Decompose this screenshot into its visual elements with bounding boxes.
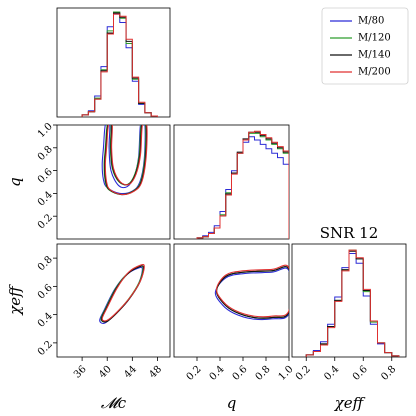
x-tick-label-mc: 44 [122, 364, 139, 381]
legend-box [321, 7, 409, 85]
x-tick-label-chi: 0.6 [351, 364, 370, 383]
legend-label-1: M/120 [358, 33, 391, 44]
series-group-mc-hist [81, 13, 158, 117]
hist-mc-m-140 [81, 12, 158, 117]
contour-mc-chi-m-80 [99, 266, 143, 324]
hist-mc-m-120 [81, 11, 158, 117]
series-group-mc-hist [81, 11, 158, 117]
y-axis-label-chi: χeff [6, 284, 24, 316]
contour-mc-chi-m-200 [101, 263, 145, 322]
hist-mc-m-200 [81, 13, 158, 117]
x-tick-label-mc: 36 [72, 364, 89, 381]
series-group-chi-hist [305, 249, 400, 357]
y-tick-label-q: 0.4 [36, 190, 55, 209]
x-tick-label-q: 0.4 [208, 364, 227, 383]
legend: M/80 M/120 M/140 M/200 [321, 7, 409, 85]
contour-q-chi-m-80 [214, 267, 289, 321]
x-tick-label-q: 0.8 [254, 364, 273, 383]
series-group-q-chi [215, 264, 289, 318]
series-group-chi-hist [305, 252, 400, 357]
x-tick-label-chi: 0.2 [294, 364, 313, 383]
x-tick-label-q: 0.2 [185, 364, 204, 383]
series-group-chi-hist [305, 250, 400, 357]
x-tick-label-mc: 40 [97, 364, 114, 381]
hist-mc-m-80 [81, 13, 158, 117]
contour-mc-q-m-80 [101, 125, 146, 195]
panel-frame-chi-q [173, 243, 290, 358]
y-tick-label-q: 1.0 [36, 121, 55, 140]
text-layer: 0.20.40.60.81.036 40 44 480.20.40.60.80.2 0.… [6, 121, 398, 412]
y-tick-label-q: 0.2 [36, 212, 55, 231]
contour-mc-q-m-200 [104, 125, 148, 196]
series-group-mc-q [104, 125, 148, 196]
hist-chi-m-120 [305, 249, 400, 357]
hist-chi-m-200 [305, 249, 400, 357]
x-axis-label-chi: χeff [334, 394, 366, 412]
panel-frame-q-mc [56, 124, 171, 240]
series-group-mc-chi [101, 263, 145, 322]
y-axis-label-q: q [6, 177, 24, 187]
series-group-mc-hist [81, 12, 158, 117]
series-group-q-hist [196, 130, 289, 239]
series-group-mc-chi [100, 265, 144, 323]
y-tick-label-chi: 0.6 [36, 282, 55, 301]
contour-mc-chi-m-120 [100, 265, 144, 323]
legend-label-3: M/200 [358, 67, 391, 78]
x-tick-label-mc: 48 [147, 364, 164, 381]
x-tick-label-chi: 0.8 [379, 364, 398, 383]
series-group-q-chi [215, 266, 289, 319]
series-group-mc-hist [81, 13, 158, 117]
hist-chi-m-80 [305, 252, 400, 357]
series-group-mc-q [101, 125, 146, 195]
y-tick-label-q: 0.8 [36, 144, 55, 163]
legend-label-2: M/140 [358, 50, 391, 61]
contour-mc-chi-m-140 [101, 265, 145, 323]
x-axis-label-q: q [227, 394, 237, 412]
contour-q-chi-m-140 [215, 266, 289, 319]
series-group-chi-hist [305, 249, 400, 357]
panels-layer [53, 7, 407, 361]
y-tick-label-q: 0.6 [36, 167, 55, 186]
panel-frame-mc-mc [56, 7, 171, 118]
y-tick-label-chi: 0.8 [36, 254, 55, 273]
x-tick-label-q: 1.0 [277, 364, 296, 383]
contour-q-chi-m-200 [215, 264, 289, 318]
panel-frame-chi-mc [56, 243, 171, 358]
legend-label-0: M/80 [358, 16, 384, 27]
data-layer [81, 11, 400, 357]
y-tick-label-chi: 0.4 [36, 311, 55, 330]
x-tick-label-chi: 0.4 [322, 364, 341, 383]
series-group-mc-chi [99, 266, 143, 324]
series-group-q-chi [214, 267, 289, 321]
y-tick-label-chi: 0.2 [36, 339, 55, 358]
x-axis-label-mc: 𝓜c [101, 394, 127, 412]
panel-frame-chi-chi [291, 243, 407, 358]
hist-chi-m-140 [305, 250, 400, 357]
panel-title: SNR 12 [320, 224, 379, 242]
series-group-mc-chi [101, 265, 145, 323]
hist-q-m-200 [196, 130, 289, 239]
x-tick-label-q: 0.6 [231, 364, 250, 383]
